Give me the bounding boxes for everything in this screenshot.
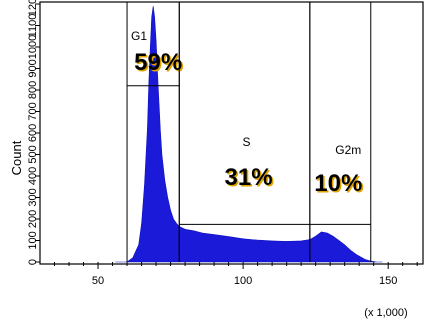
y-tick-label: 1100 [27,14,39,38]
y-tick-label: 900 [27,59,39,77]
gate-percent-shadow: 59% [136,51,184,78]
histogram-area [115,6,383,263]
x-tick-label: 100 [234,275,252,287]
gate-name-label: G2m [335,143,361,157]
gate-percent-label: 59% [134,49,182,76]
y-tick-label: 800 [27,81,39,99]
gate-name-label: S [243,135,251,149]
y-tick-label: 100 [27,231,39,249]
y-tick-label: 300 [27,188,39,206]
y-tick-label: 1200 [27,0,39,16]
y-tick-label: 1000 [27,35,39,59]
x-tick-label: 150 [379,275,397,287]
gate-percent-shadow: 31% [226,166,274,193]
gate-percent-label: 31% [225,164,273,191]
y-tick-label: 400 [27,167,39,185]
x-tick-label: 50 [92,275,104,287]
y-tick-label: 700 [27,102,39,120]
y-tick-label: 600 [27,124,39,142]
y-tick-label: 500 [27,145,39,163]
gate-percent-shadow: 10% [316,172,364,199]
gate-percent-label: 10% [314,170,362,197]
gate-name-label: G1 [131,29,147,43]
x-axis: 50 100 150 [54,262,418,287]
y-tick-label: 200 [27,210,39,228]
y-axis-label: Count [9,140,24,175]
x-unit-label: (x 1,000) [364,307,407,319]
y-tick-label: 0 [27,259,39,265]
